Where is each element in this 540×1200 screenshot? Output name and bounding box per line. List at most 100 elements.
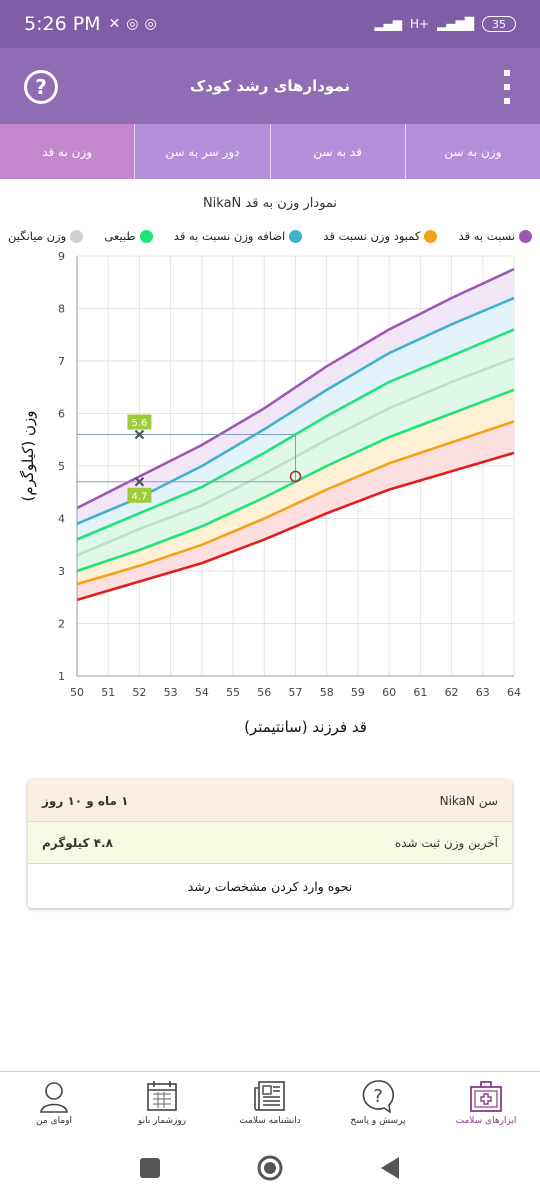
x-axis-title: قد فرزند (سانتیمتر)	[244, 718, 367, 736]
x-tick-label: 63	[476, 686, 490, 699]
series-line	[76, 420, 515, 586]
recents-button[interactable]	[135, 1153, 165, 1183]
nav-calendar[interactable]: روزشمار بانو	[108, 1072, 216, 1135]
growth-input-help-link[interactable]: نحوه وارد کردن مشخصات رشد	[28, 864, 512, 908]
back-button[interactable]	[375, 1153, 405, 1183]
value-label: 5.6	[131, 418, 147, 429]
x-tick-label: 62	[445, 686, 459, 699]
x-tick-label: 56	[257, 686, 271, 699]
x-tick-label: 60	[382, 686, 396, 699]
dot-icon	[504, 70, 510, 76]
signal-icon: ▂▄▆	[374, 17, 402, 31]
chart-legend: نسبت به قد کمبود وزن نسبت قد اضافه وزن ن…	[8, 229, 532, 243]
x-tick-label: 64	[507, 686, 521, 699]
legend-dot	[289, 229, 303, 243]
nav-my-profile[interactable]: اومای من	[0, 1072, 108, 1135]
percentile-band	[77, 389, 514, 585]
legend-item: وزن میانگین	[8, 229, 84, 243]
y-tick-label: 1	[58, 670, 65, 683]
nav-label: ابزارهای سلامت	[455, 1116, 517, 1126]
nav-health-tools[interactable]: ابزارهای سلامت	[432, 1072, 540, 1135]
x-tick-label: 50	[70, 686, 84, 699]
question-icon: ?	[35, 75, 47, 99]
network-type: H+	[410, 17, 430, 31]
data-point-marker	[134, 429, 145, 440]
legend-item: کمبود وزن نسبت قد	[323, 229, 438, 243]
signal-icon: ▂▄▆█	[437, 17, 474, 31]
dot-icon	[504, 98, 510, 104]
x-tick-label: 58	[320, 686, 334, 699]
x-tick-label: 54	[195, 686, 209, 699]
status-notification-icons: ✕ ◎ ◎	[109, 16, 157, 32]
last-weight-label: آخرین وزن ثبت شده	[394, 835, 498, 850]
chart-title: نمودار وزن به قد NikaN	[202, 196, 338, 211]
dot-icon	[504, 84, 510, 90]
tab-weight-for-height[interactable]: وزن به قد	[0, 124, 135, 179]
data-point-marker	[289, 470, 302, 483]
percentile-band	[77, 421, 514, 600]
x-tick-label: 53	[164, 686, 178, 699]
age-row: سن NikaN ۱ ماه و ۱۰ روز	[28, 780, 512, 822]
age-value: ۱ ماه و ۱۰ روز	[42, 793, 129, 808]
value-label-box	[127, 487, 152, 503]
status-time: 5:26 PM	[24, 13, 101, 35]
chart-tabs: وزن به قد دور سر به سن قد به سن وزن به س…	[0, 124, 540, 179]
legend-dot	[70, 229, 84, 243]
y-tick-label: 2	[58, 618, 65, 631]
medical-kit-icon	[470, 1081, 502, 1112]
y-tick-label: 7	[58, 355, 65, 368]
x-tick-label: 51	[101, 686, 115, 699]
series-line	[76, 267, 515, 510]
system-navigation	[0, 1135, 540, 1200]
mute-icon: ✕	[108, 16, 121, 32]
status-bar: 5:26 PM ✕ ◎ ◎ ▂▄▆ H+ ▂▄▆█ 35	[0, 0, 540, 48]
percentile-band	[77, 298, 514, 540]
series-line	[76, 451, 515, 602]
person-icon	[40, 1082, 68, 1113]
legend-item: اضافه وزن نسبت به قد	[173, 229, 303, 243]
legend-label: نسبت به قد	[458, 229, 515, 243]
question-bubble-icon: ?	[362, 1080, 395, 1114]
legend-label: طبیعی	[104, 229, 136, 243]
calendar-icon	[147, 1081, 177, 1111]
legend-label: اضافه وزن نسبت به قد	[173, 229, 286, 243]
instagram-icon: ◎	[144, 16, 157, 32]
age-label: سن NikaN	[439, 793, 498, 808]
help-button[interactable]: ?	[24, 70, 58, 104]
value-label-box	[127, 414, 152, 430]
tab-head-circumference[interactable]: دور سر به سن	[134, 124, 270, 179]
x-tick-label: 57	[289, 686, 303, 699]
last-weight-value: ۴.۸ کیلوگرم	[42, 835, 113, 850]
y-tick-label: 8	[58, 303, 65, 316]
legend-dot	[519, 229, 532, 243]
svg-text:?: ?	[373, 1086, 383, 1107]
nav-label: دانشنامه سلامت	[239, 1116, 301, 1126]
y-tick-label: 5	[58, 460, 65, 473]
y-tick-label: 9	[58, 250, 65, 263]
legend-item: طبیعی	[104, 229, 153, 243]
overflow-menu-button[interactable]	[502, 70, 512, 104]
y-tick-label: 3	[58, 565, 65, 578]
status-system-icons: ▂▄▆ H+ ▂▄▆█ 35	[374, 16, 516, 32]
tab-height-for-age[interactable]: قد به سن	[269, 124, 405, 179]
percentile-band	[77, 269, 514, 524]
nav-label: روزشمار بانو	[137, 1116, 187, 1126]
page-title: نمودارهای رشد کودک	[189, 77, 351, 95]
instagram-icon: ◎	[126, 16, 139, 32]
legend-dot	[139, 229, 153, 243]
legend-dot	[424, 229, 438, 243]
triangle-back-icon	[381, 1156, 399, 1179]
y-tick-label: 6	[58, 408, 65, 421]
growth-chart: 50 51 52 53 54 55 56 57 58 59 60 61 62 63 64123456789ق…	[19, 250, 521, 736]
home-button[interactable]	[255, 1153, 285, 1183]
nav-questions-answers[interactable]: ? پرسش و پاسخ	[324, 1072, 432, 1135]
value-label: 4.7	[131, 491, 147, 502]
nav-health-encyclopedia[interactable]: دانشنامه سلامت	[216, 1072, 324, 1135]
y-tick-label: 4	[58, 513, 65, 526]
newspaper-icon	[254, 1081, 285, 1111]
x-tick-label: 55	[226, 686, 240, 699]
bottom-navigation: اومای من روزشمار بانو دانشنامه سلامت ? پ…	[0, 1071, 540, 1135]
tab-weight-for-age[interactable]: وزن به سن	[404, 124, 540, 179]
child-info-card: سن NikaN ۱ ماه و ۱۰ روز آخرین وزن ثبت شد…	[28, 780, 512, 908]
